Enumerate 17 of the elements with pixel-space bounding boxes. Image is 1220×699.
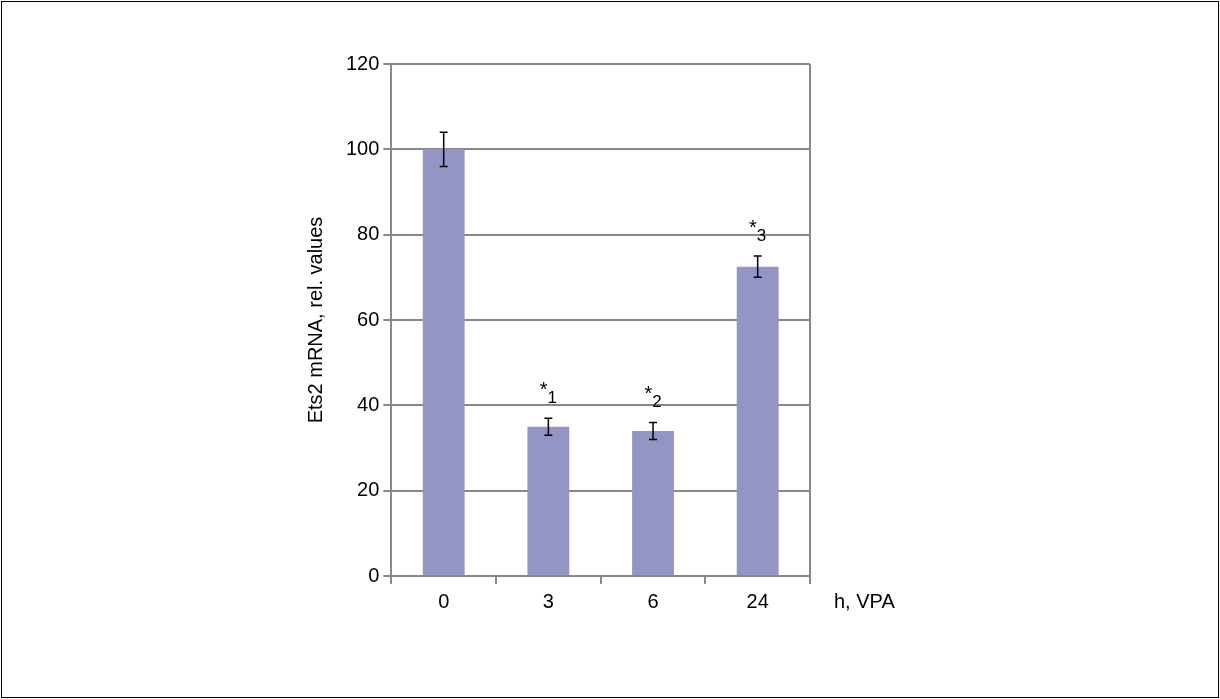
x-tick-label: 6 <box>647 589 659 612</box>
x-tick-label: 0 <box>438 589 450 612</box>
y-tick-label: 0 <box>368 563 380 586</box>
y-tick-label: 80 <box>357 222 380 245</box>
y-tick-label: 40 <box>357 392 380 415</box>
bar <box>422 149 465 575</box>
y-tick-label: 100 <box>345 136 380 159</box>
bar <box>632 430 674 575</box>
bar <box>527 426 570 575</box>
x-axis-title: h, VPA <box>834 589 896 612</box>
y-tick-label: 20 <box>357 478 380 501</box>
bar <box>736 266 779 575</box>
x-tick-label: 3 <box>542 589 554 612</box>
y-axis-title: Ets2 mRNA, rel. values <box>303 216 326 424</box>
y-tick-label: 60 <box>357 307 380 330</box>
x-tick-label: 24 <box>746 589 769 612</box>
y-tick-label: 120 <box>345 51 380 74</box>
